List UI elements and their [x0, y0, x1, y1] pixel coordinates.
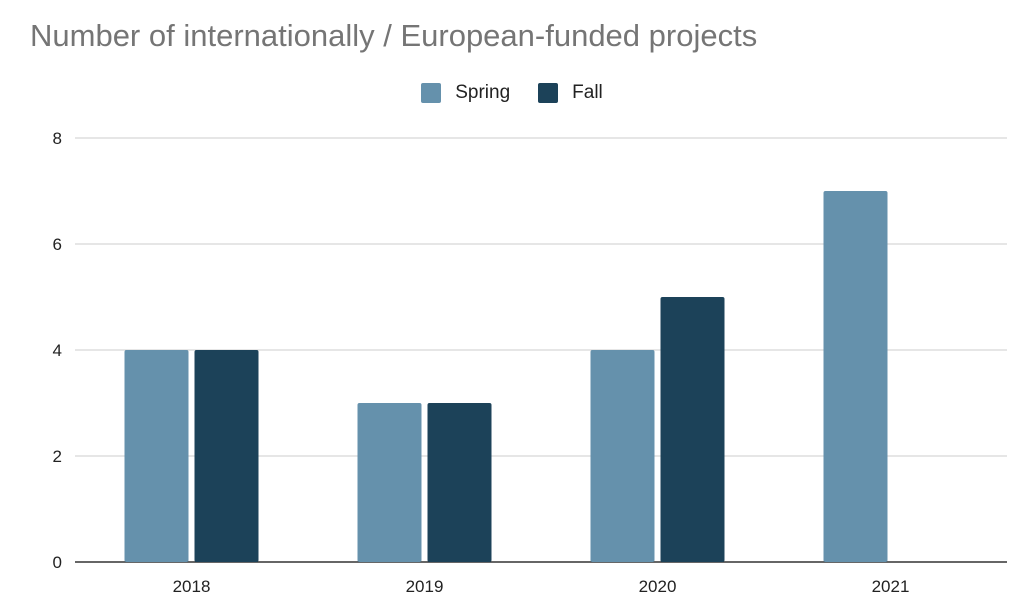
- legend-item-fall: Fall: [538, 82, 603, 104]
- x-tick-label: 2021: [872, 577, 910, 596]
- bar-fall-2018: [194, 350, 259, 562]
- legend-label-fall: Fall: [572, 82, 603, 103]
- bar-spring-2020: [590, 350, 655, 562]
- x-tick-label: 2018: [173, 577, 211, 596]
- legend-swatch-spring: [421, 83, 442, 103]
- y-tick-label: 8: [53, 129, 62, 148]
- x-tick-label: 2019: [406, 577, 444, 596]
- y-tick-label: 4: [53, 341, 62, 360]
- legend-item-spring: Spring: [421, 82, 510, 104]
- chart-legend: Spring Fall: [0, 80, 1024, 106]
- bar-spring-2019: [357, 403, 422, 562]
- legend-label-spring: Spring: [455, 82, 511, 103]
- chart-title: Number of internationally / European-fun…: [30, 18, 758, 53]
- legend-swatch-fall: [538, 83, 559, 103]
- y-tick-label: 6: [53, 235, 62, 254]
- x-tick-label: 2020: [639, 577, 677, 596]
- y-tick-label: 0: [53, 553, 62, 572]
- y-tick-label: 2: [53, 447, 62, 466]
- bar-spring-2018: [124, 350, 189, 562]
- bar-spring-2021: [823, 191, 888, 562]
- bar-fall-2019: [427, 403, 492, 562]
- bar-fall-2020: [660, 297, 725, 562]
